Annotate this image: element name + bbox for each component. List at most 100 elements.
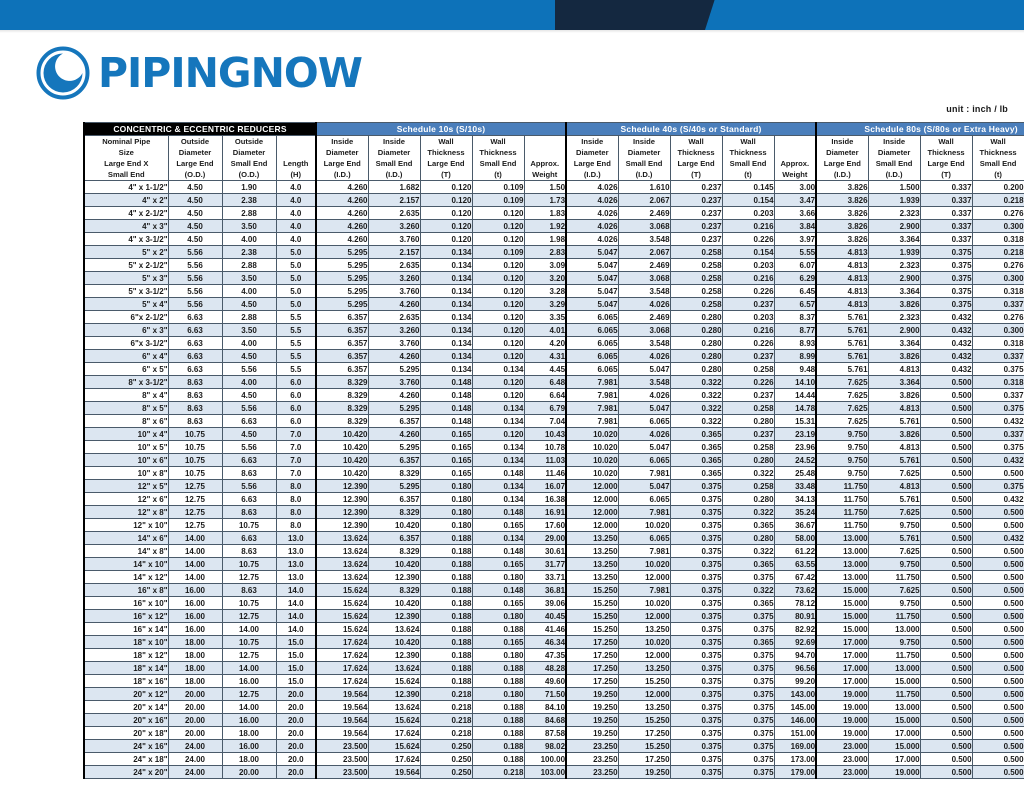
table-cell: 5.047 [617, 479, 671, 493]
table-cell: 12.390 [315, 505, 369, 519]
table-cell: 94.70 [773, 648, 817, 662]
cell-nominal-pipe-size: 20" x 18" [83, 726, 169, 740]
table-cell: 4.50 [167, 180, 223, 194]
table-cell: 16.00 [167, 609, 223, 623]
table-cell: 0.134 [419, 297, 473, 311]
table-cell: 5.295 [315, 271, 369, 285]
table-cell: 0.337 [971, 388, 1024, 402]
table-cell: 3.20 [523, 271, 567, 285]
column-header-line: Small End [625, 159, 663, 168]
table-row: 16" x 12" 16.00 12.75 14.0 15.624 12.390 0.188… [83, 609, 1024, 623]
table-cell: 0.375 [721, 687, 775, 701]
table-cell: 0.500 [919, 544, 973, 558]
column-header-line: Weight [782, 170, 808, 179]
table-cell: 0.500 [919, 375, 973, 389]
table-cell: 0.500 [919, 492, 973, 506]
table-cell: 7.0 [275, 466, 317, 480]
cell-nominal-pipe-size: 18" x 16" [83, 674, 169, 688]
table-cell: 8.329 [367, 466, 421, 480]
table-cell: 14.00 [167, 557, 223, 571]
table-cell: 13.000 [867, 661, 921, 675]
table-cell: 15.250 [617, 713, 671, 727]
column-header-line: Diameter [377, 148, 411, 157]
table-cell: 0.375 [669, 492, 723, 506]
table-row: 12" x 6" 12.75 6.63 8.0 12.390 6.357 0.180 0.13… [83, 492, 1024, 506]
table-cell: 67.42 [773, 570, 817, 584]
table-row: 10" x 4" 10.75 4.50 7.0 10.420 4.260 0.165 0.12… [83, 427, 1024, 441]
table-cell: 8.63 [167, 414, 223, 428]
table-row: 18" x 14" 18.00 14.00 15.0 17.624 13.624 0.188… [83, 661, 1024, 675]
table-cell: 5.0 [275, 284, 317, 298]
table-cell: 0.218 [419, 687, 473, 701]
table-cell: 7.981 [565, 375, 619, 389]
table-cell: 10.75 [221, 596, 277, 610]
table-cell: 0.120 [471, 284, 525, 298]
table-cell: 0.188 [471, 674, 525, 688]
table-cell: 23.000 [815, 739, 869, 753]
table-cell: 12.000 [565, 505, 619, 519]
table-cell: 3.364 [867, 336, 921, 350]
table-cell: 4.260 [315, 232, 369, 246]
table-cell: 0.237 [669, 180, 723, 194]
table-cell: 10.420 [315, 440, 369, 454]
table-cell: 5.295 [367, 440, 421, 454]
column-header-line: Thickness [677, 148, 715, 157]
table-cell: 0.258 [669, 284, 723, 298]
table-cell: 0.432 [919, 336, 973, 350]
group-band-row: CONCENTRIC & ECCENTRIC REDUCERS Schedule… [83, 122, 1024, 136]
table-cell: 13.000 [815, 570, 869, 584]
table-cell: 3.260 [367, 271, 421, 285]
table-cell: 20.0 [275, 752, 317, 766]
table-cell: 12.75 [167, 518, 223, 532]
table-cell: 0.375 [669, 635, 723, 649]
table-cell: 7.625 [815, 388, 869, 402]
table-cell: 12.390 [315, 518, 369, 532]
column-header-line [277, 147, 316, 158]
table-cell: 4.813 [867, 440, 921, 454]
table-cell: 8.63 [167, 388, 223, 402]
table-cell: 4.813 [815, 258, 869, 272]
table-row: 8" x 6" 8.63 6.63 6.0 8.329 6.357 0.148 0.134 7.… [83, 414, 1024, 428]
table-cell: 0.337 [971, 427, 1024, 441]
table-cell: 14.00 [221, 661, 277, 675]
table-cell: 0.120 [471, 271, 525, 285]
table-cell: 0.432 [919, 349, 973, 363]
column-header-14: Inside Diameter Large End (I.D.) [815, 135, 869, 181]
table-cell: 0.375 [669, 700, 723, 714]
column-header-8: Approx. Weight [523, 135, 567, 181]
table-cell: 0.500 [919, 713, 973, 727]
table-cell: 8.329 [315, 388, 369, 402]
column-header-line: Large End [323, 159, 361, 168]
column-header-6: Wall Thickness Large End (T) [419, 135, 473, 181]
table-cell: 14.00 [167, 570, 223, 584]
table-cell: 7.625 [867, 466, 921, 480]
table-cell: 23.19 [773, 427, 817, 441]
table-cell: 13.624 [367, 700, 421, 714]
table-cell: 13.250 [565, 557, 619, 571]
table-cell: 0.165 [471, 518, 525, 532]
table-cell: 84.10 [523, 700, 567, 714]
table-cell: 15.250 [565, 596, 619, 610]
table-cell: 58.00 [773, 531, 817, 545]
table-cell: 7.981 [565, 401, 619, 415]
table-cell: 0.188 [471, 726, 525, 740]
table-cell: 24.00 [167, 739, 223, 753]
table-cell: 0.188 [419, 674, 473, 688]
table-cell: 146.00 [773, 713, 817, 727]
table-cell: 15.0 [275, 674, 317, 688]
table-cell: 0.188 [471, 752, 525, 766]
table-cell: 6.357 [315, 310, 369, 324]
cell-nominal-pipe-size: 10" x 4" [83, 427, 169, 441]
table-cell: 19.000 [815, 700, 869, 714]
table-cell: 10.75 [167, 427, 223, 441]
table-cell: 1.98 [523, 232, 567, 246]
cell-nominal-pipe-size: 6" x 4" [83, 349, 169, 363]
table-cell: 15.624 [315, 596, 369, 610]
table-cell: 0.375 [669, 544, 723, 558]
table-cell: 3.260 [367, 323, 421, 337]
table-cell: 0.500 [971, 635, 1024, 649]
table-cell: 24.52 [773, 453, 817, 467]
table-cell: 3.28 [523, 284, 567, 298]
table-cell: 11.750 [815, 518, 869, 532]
cell-nominal-pipe-size: 10" x 5" [83, 440, 169, 454]
